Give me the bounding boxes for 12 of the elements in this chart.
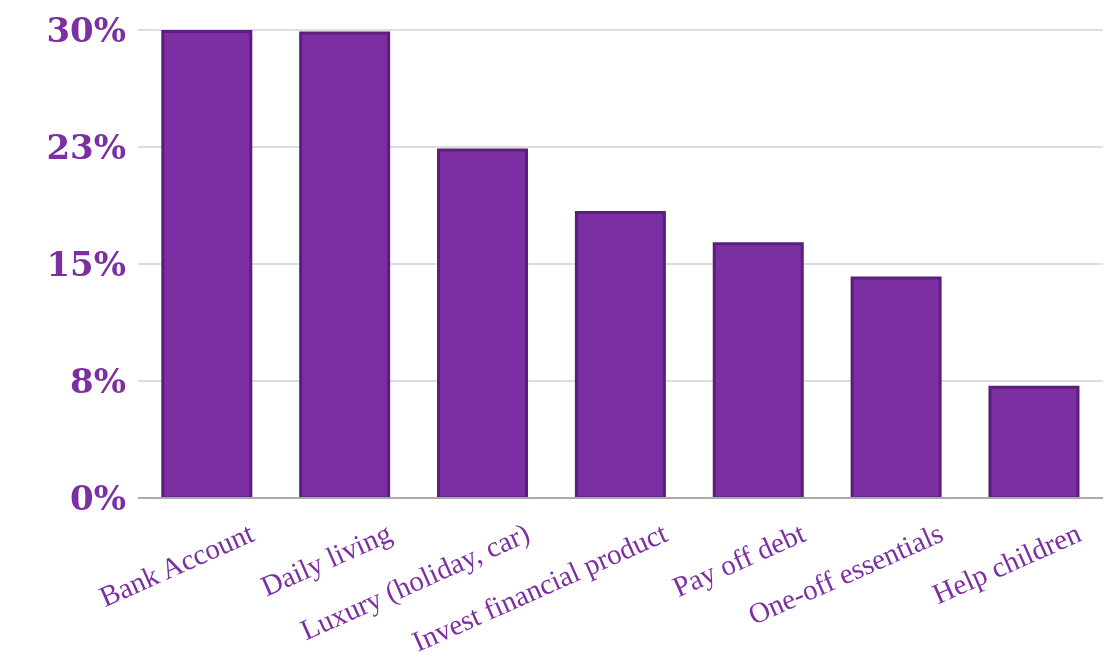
y-tick-label: 15% (46, 244, 126, 284)
bar (437, 148, 529, 498)
bar (574, 211, 666, 498)
bar (988, 385, 1080, 498)
bar (712, 242, 804, 498)
y-tick-label: 0% (70, 478, 126, 518)
y-tick-label: 8% (70, 361, 126, 401)
y-tick-label: 30% (46, 10, 126, 50)
bar (161, 30, 253, 498)
bar (850, 276, 942, 498)
y-tick-label: 23% (46, 127, 126, 167)
bar (299, 31, 391, 498)
